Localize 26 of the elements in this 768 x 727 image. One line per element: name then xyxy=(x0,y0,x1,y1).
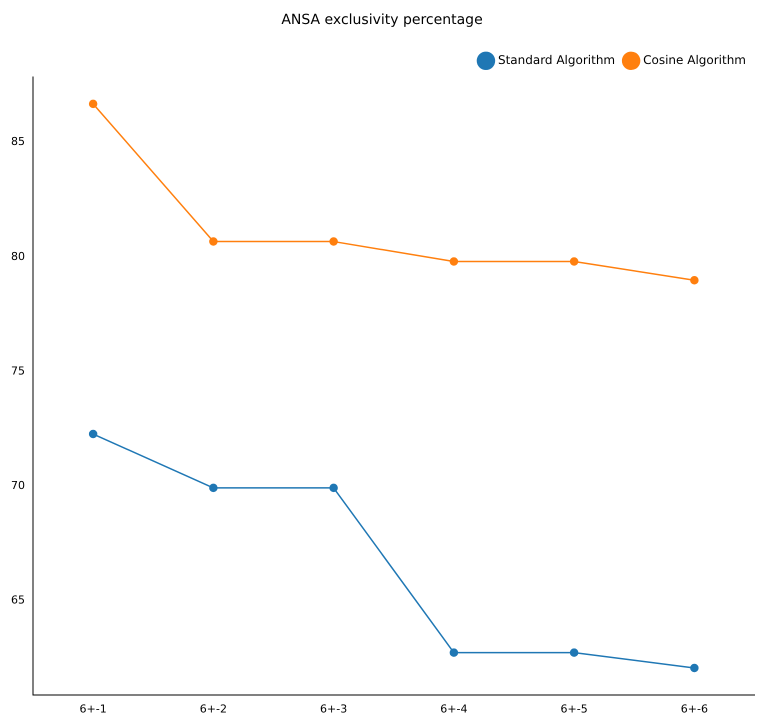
x-tick-label: 6+-6 xyxy=(680,702,708,716)
y-tick-label: 70 xyxy=(10,478,25,492)
x-tick-label: 6+-5 xyxy=(560,702,588,716)
point xyxy=(570,257,578,266)
chart-title: ANSA exclusivity percentage xyxy=(281,12,483,28)
point xyxy=(209,237,218,246)
y-tick-label: 80 xyxy=(10,250,25,263)
point xyxy=(570,648,578,657)
point xyxy=(690,276,699,285)
x-tick-label: 6+-3 xyxy=(320,702,348,716)
x-tick-label: 6+-2 xyxy=(200,702,227,716)
point xyxy=(329,484,338,492)
y-tick-label: 65 xyxy=(10,593,25,606)
y-tick-label: 85 xyxy=(10,135,25,148)
point xyxy=(329,237,338,246)
point xyxy=(209,484,218,492)
y-tick-label: 75 xyxy=(10,364,25,378)
point xyxy=(690,664,699,672)
legend-label: Cosine Algorithm xyxy=(643,52,746,67)
x-tick-label: 6+-1 xyxy=(80,702,107,716)
point xyxy=(88,100,98,108)
point xyxy=(88,430,98,438)
x-tick-label: 6+-4 xyxy=(440,702,468,716)
legend-label: Standard Algorithm xyxy=(498,52,616,67)
point xyxy=(450,257,458,266)
point xyxy=(450,648,458,657)
